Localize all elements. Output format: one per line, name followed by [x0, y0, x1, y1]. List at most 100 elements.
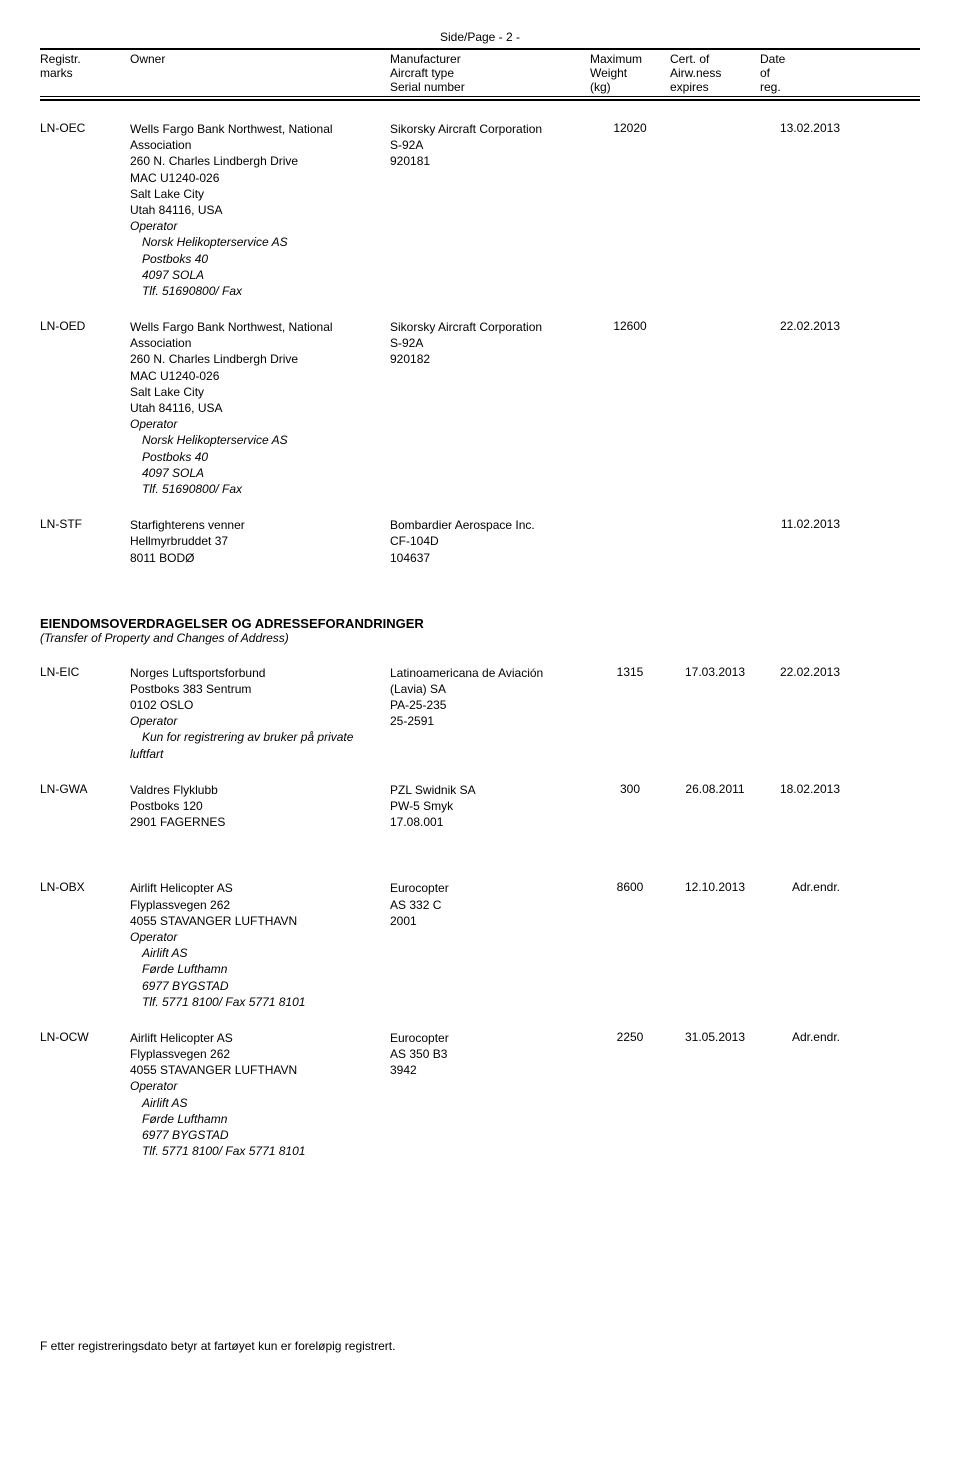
- operator-label: Operator: [130, 218, 390, 234]
- mfr-line: AS 332 C: [390, 897, 590, 913]
- operator-label: Operator: [130, 929, 390, 945]
- manufacturer-block: Sikorsky Aircraft Corporation S-92A 9201…: [390, 121, 590, 170]
- hdr-reg-1: Registr.: [40, 52, 130, 66]
- aircraft-entry: LN-EIC Norges Luftsportsforbund Postboks…: [40, 665, 920, 762]
- operator-line: Tlf. 51690800/ Fax: [142, 481, 390, 497]
- owner-block: Airlift Helicopter AS Flyplassvegen 262 …: [130, 1030, 390, 1160]
- mfr-line: PA-25-235: [390, 697, 590, 713]
- max-weight: 2250: [590, 1030, 670, 1044]
- aircraft-entry: LN-OBX Airlift Helicopter AS Flyplassveg…: [40, 880, 920, 1010]
- owner-line: 4055 STAVANGER LUFTHAVN: [130, 1062, 390, 1078]
- column-headers: Registr. marks Owner Manufacturer Aircra…: [40, 52, 920, 94]
- owner-line: Utah 84116, USA: [130, 400, 390, 416]
- max-weight: 12020: [590, 121, 670, 135]
- operator-line: Norsk Helikopterservice AS: [142, 432, 390, 448]
- operator-line: Airlift AS: [142, 1095, 390, 1111]
- hdr-date-3: reg.: [760, 80, 840, 94]
- operator-line: Tlf. 5771 8100/ Fax 5771 8101: [142, 994, 390, 1010]
- owner-line: Utah 84116, USA: [130, 202, 390, 218]
- mfr-line: S-92A: [390, 335, 590, 351]
- manufacturer-block: PZL Swidnik SA PW-5 Smyk 17.08.001: [390, 782, 590, 831]
- rule: [40, 48, 920, 50]
- cert-expires: 26.08.2011: [670, 782, 760, 796]
- hdr-mfr-1: Manufacturer: [390, 52, 590, 66]
- aircraft-entry: LN-STF Starfighterens venner Hellmyrbrud…: [40, 517, 920, 566]
- mfr-line: 17.08.001: [390, 814, 590, 830]
- operator-line: Kun for registrering av bruker på privat…: [142, 729, 390, 745]
- operator-line: 6977 BYGSTAD: [142, 1127, 390, 1143]
- reg-date: 11.02.2013: [760, 517, 840, 531]
- hdr-wt-1: Maximum: [590, 52, 670, 66]
- manufacturer-block: Eurocopter AS 332 C 2001: [390, 880, 590, 929]
- reg-date: Adr.endr.: [760, 880, 840, 894]
- owner-line: Starfighterens venner: [130, 517, 390, 533]
- owner-line: Postboks 120: [130, 798, 390, 814]
- mfr-line: Latinoamericana de Aviación: [390, 665, 590, 681]
- hdr-cert-1: Cert. of: [670, 52, 760, 66]
- mfr-line: (Lavia) SA: [390, 681, 590, 697]
- reg-date: Adr.endr.: [760, 1030, 840, 1044]
- operator-line: Postboks 40: [142, 251, 390, 267]
- reg-mark: LN-OBX: [40, 880, 130, 894]
- owner-line: MAC U1240-026: [130, 368, 390, 384]
- operator-line: 4097 SOLA: [142, 465, 390, 481]
- operator-line: 4097 SOLA: [142, 267, 390, 283]
- manufacturer-block: Bombardier Aerospace Inc. CF-104D 104637: [390, 517, 590, 566]
- owner-line: Wells Fargo Bank Northwest, National: [130, 121, 390, 137]
- mfr-line: Sikorsky Aircraft Corporation: [390, 121, 590, 137]
- max-weight: 1315: [590, 665, 670, 679]
- owner-line: Salt Lake City: [130, 384, 390, 400]
- manufacturer-block: Sikorsky Aircraft Corporation S-92A 9201…: [390, 319, 590, 368]
- operator-label: Operator: [130, 1078, 390, 1094]
- rule: [40, 99, 920, 101]
- owner-line: Flyplassvegen 262: [130, 1046, 390, 1062]
- reg-date: 18.02.2013: [760, 782, 840, 796]
- reg-mark: LN-OED: [40, 319, 130, 333]
- owner-line: 0102 OSLO: [130, 697, 390, 713]
- owner-block: Starfighterens venner Hellmyrbruddet 37 …: [130, 517, 390, 566]
- hdr-date-2: of: [760, 66, 840, 80]
- cert-expires: 31.05.2013: [670, 1030, 760, 1044]
- page-number: Side/Page - 2 -: [40, 30, 920, 44]
- owner-line: Valdres Flyklubb: [130, 782, 390, 798]
- rule: [40, 96, 920, 97]
- cert-expires: 12.10.2013: [670, 880, 760, 894]
- max-weight: 300: [590, 782, 670, 796]
- hdr-date-1: Date: [760, 52, 840, 66]
- operator-line: Tlf. 5771 8100/ Fax 5771 8101: [142, 1143, 390, 1159]
- mfr-line: 25-2591: [390, 713, 590, 729]
- max-weight: 8600: [590, 880, 670, 894]
- hdr-reg-2: marks: [40, 66, 130, 80]
- aircraft-entry: LN-OEC Wells Fargo Bank Northwest, Natio…: [40, 121, 920, 299]
- section-subtitle: (Transfer of Property and Changes of Add…: [40, 631, 920, 645]
- reg-mark: LN-OCW: [40, 1030, 130, 1044]
- mfr-line: Bombardier Aerospace Inc.: [390, 517, 590, 533]
- owner-line: 8011 BODØ: [130, 550, 390, 566]
- operator-line: Postboks 40: [142, 449, 390, 465]
- reg-mark: LN-EIC: [40, 665, 130, 679]
- mfr-line: CF-104D: [390, 533, 590, 549]
- reg-date: 22.02.2013: [760, 665, 840, 679]
- operator-line: Norsk Helikopterservice AS: [142, 234, 390, 250]
- reg-mark: LN-GWA: [40, 782, 130, 796]
- owner-line: 4055 STAVANGER LUFTHAVN: [130, 913, 390, 929]
- owner-line: Hellmyrbruddet 37: [130, 533, 390, 549]
- operator-label: Operator: [130, 416, 390, 432]
- manufacturer-block: Eurocopter AS 350 B3 3942: [390, 1030, 590, 1079]
- owner-line: 260 N. Charles Lindbergh Drive: [130, 351, 390, 367]
- owner-line: Association: [130, 335, 390, 351]
- owner-block: Valdres Flyklubb Postboks 120 2901 FAGER…: [130, 782, 390, 831]
- reg-mark: LN-OEC: [40, 121, 130, 135]
- owner-block: Norges Luftsportsforbund Postboks 383 Se…: [130, 665, 390, 762]
- mfr-line: S-92A: [390, 137, 590, 153]
- owner-line: 260 N. Charles Lindbergh Drive: [130, 153, 390, 169]
- owner-line: Norges Luftsportsforbund: [130, 665, 390, 681]
- section-title: EIENDOMSOVERDRAGELSER OG ADRESSEFORANDRI…: [40, 616, 920, 631]
- hdr-wt-2: Weight: [590, 66, 670, 80]
- aircraft-entry: LN-GWA Valdres Flyklubb Postboks 120 290…: [40, 782, 920, 831]
- mfr-line: AS 350 B3: [390, 1046, 590, 1062]
- operator-line: Airlift AS: [142, 945, 390, 961]
- mfr-line: 920182: [390, 351, 590, 367]
- mfr-line: 920181: [390, 153, 590, 169]
- owner-line: Postboks 383 Sentrum: [130, 681, 390, 697]
